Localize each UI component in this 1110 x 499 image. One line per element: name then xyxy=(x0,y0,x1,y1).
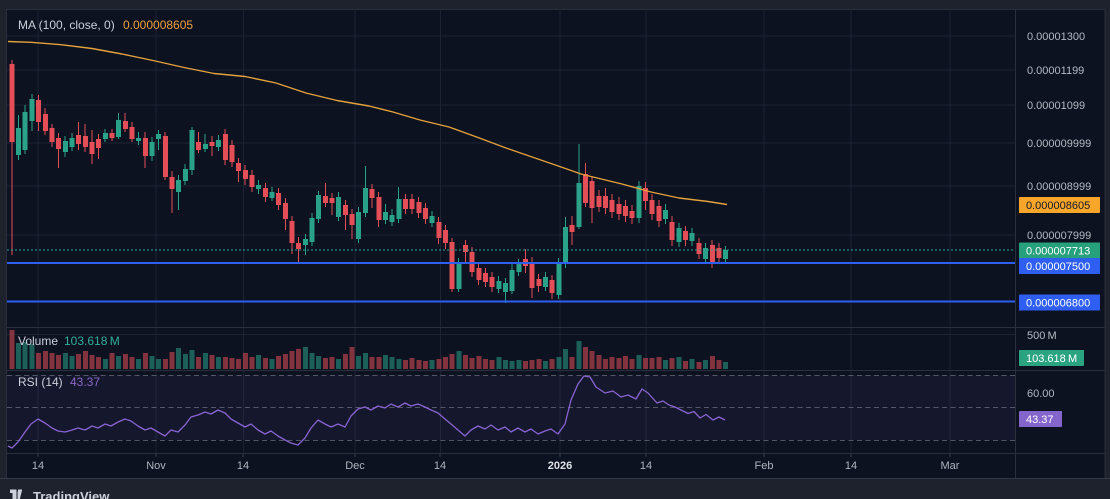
svg-text:RSI (14): RSI (14) xyxy=(18,375,63,389)
svg-text:14: 14 xyxy=(237,460,249,472)
svg-text:0.000006800: 0.000006800 xyxy=(1026,298,1090,310)
svg-text:Nov: Nov xyxy=(146,460,166,472)
svg-text:Dec: Dec xyxy=(345,460,365,472)
svg-text:14: 14 xyxy=(434,460,446,472)
svg-text:0.000007713: 0.000007713 xyxy=(1026,246,1090,258)
svg-text:0.000008999: 0.000008999 xyxy=(1027,181,1091,193)
svg-text:43.37: 43.37 xyxy=(1026,414,1054,426)
svg-text:0.000008605: 0.000008605 xyxy=(1026,200,1090,212)
svg-text:0.00001099: 0.00001099 xyxy=(1027,100,1085,112)
svg-text:0.00001199: 0.00001199 xyxy=(1027,65,1084,77)
svg-text:14: 14 xyxy=(640,460,652,472)
svg-text:MA (100, close, 0): MA (100, close, 0) xyxy=(18,18,115,32)
svg-text:14: 14 xyxy=(32,460,44,472)
svg-text:43.37: 43.37 xyxy=(70,375,100,389)
svg-text:0.000008605: 0.000008605 xyxy=(123,18,193,32)
svg-text:0.00001300: 0.00001300 xyxy=(1027,31,1085,43)
svg-text:103.618 M: 103.618 M xyxy=(64,334,120,348)
svg-text:TradingView: TradingView xyxy=(33,489,110,499)
svg-text:Feb: Feb xyxy=(755,460,774,472)
svg-text:500 M: 500 M xyxy=(1027,330,1057,342)
svg-text:2026: 2026 xyxy=(548,460,572,472)
svg-text:103.618 M: 103.618 M xyxy=(1026,353,1077,365)
svg-text:0.000007999: 0.000007999 xyxy=(1027,230,1091,242)
svg-text:60.00: 60.00 xyxy=(1027,388,1055,400)
svg-text:Volume: Volume xyxy=(18,334,58,348)
svg-text:14: 14 xyxy=(845,460,857,472)
svg-text:0.000007500: 0.000007500 xyxy=(1026,261,1090,273)
svg-text:Mar: Mar xyxy=(941,460,960,472)
svg-text:0.000009999: 0.000009999 xyxy=(1027,138,1091,150)
